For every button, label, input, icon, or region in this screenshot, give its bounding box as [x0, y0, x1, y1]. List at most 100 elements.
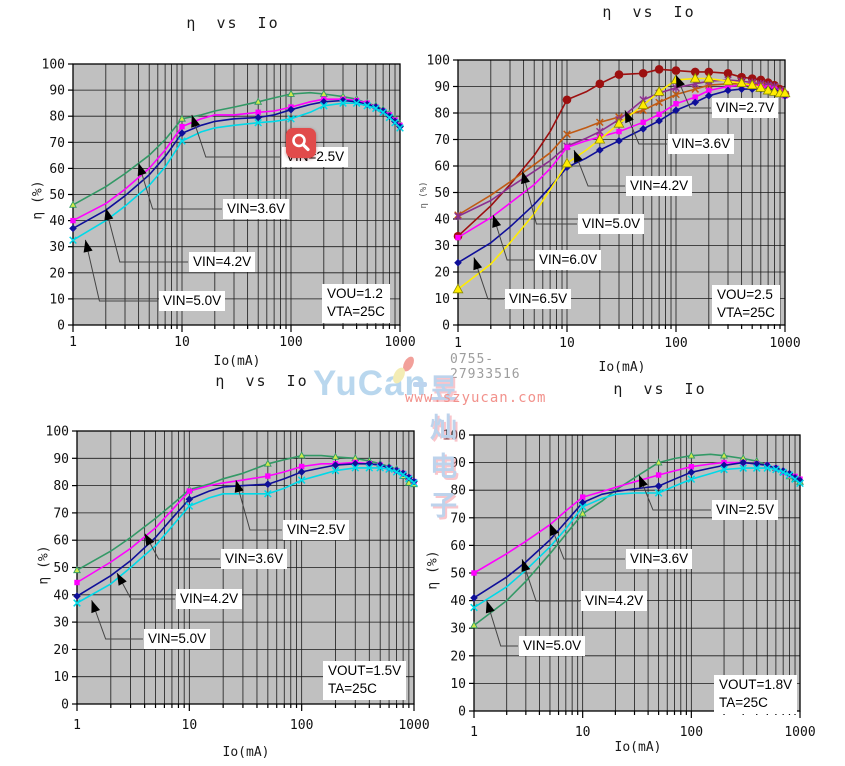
y-tick-label: 40 [450, 594, 466, 609]
y-tick-label: 20 [53, 643, 69, 658]
annotation-arrowhead-icon [234, 480, 244, 493]
x-tick-label: 1000 [784, 725, 815, 740]
annotation-vout18-vin-3.6v: VIN=3.6V [626, 549, 693, 569]
y-tick-label: 70 [434, 133, 450, 148]
y-tick-label: 80 [53, 479, 69, 494]
x-tick-label: 1 [69, 335, 77, 350]
annotation-vou25-vin-4.2v: VIN=4.2V [626, 176, 693, 196]
x-axis-label-vout15: Io(mA) [222, 745, 270, 760]
x-tick-label: 100 [290, 718, 313, 733]
annotation-vout18-vin-4.2v: VIN=4.2V [581, 591, 648, 611]
y-axis-label-vout15: η (%) [36, 545, 52, 585]
annotation-leader [473, 257, 504, 300]
annotation-vou12-vin-5.0v: VIN=5.0V [159, 291, 226, 311]
y-tick-label: 90 [450, 456, 466, 471]
annotation-leader [521, 171, 577, 225]
y-tick-label: 30 [49, 240, 65, 255]
annotation-vou25-vin-6.0v: VIN=6.0V [535, 250, 602, 270]
y-tick-label: 100 [46, 425, 69, 440]
y-tick-label: 10 [53, 670, 69, 685]
annotation-arrowhead-icon [116, 572, 127, 586]
annotation-arrowhead-icon [521, 559, 531, 573]
annotation-arrowhead-icon [191, 114, 200, 128]
y-tick-label: 30 [434, 239, 450, 254]
x-tick-label: 10 [575, 725, 591, 740]
y-tick-label: 70 [49, 136, 65, 151]
axis-ticks [72, 430, 415, 711]
annotation-arrowhead-icon [91, 600, 101, 614]
condition-box-vout18: VOUT=1.8V TA=25C [714, 675, 798, 714]
condition-line: VOU=2.5 [717, 287, 773, 302]
y-tick-label: 100 [443, 429, 466, 444]
annotation-leader [83, 239, 158, 302]
annotation-vout15-vin-4.2v: VIN=4.2V [176, 589, 243, 609]
annotation-leader [521, 559, 580, 602]
chart-title-vout15: η vs Io [215, 372, 309, 390]
y-tick-label: 60 [434, 160, 450, 175]
y-tick-label: 40 [434, 213, 450, 228]
annotation-vou25-vin-5.0v: VIN=5.0V [578, 214, 645, 234]
annotation-arrowhead-icon [574, 150, 583, 163]
annotation-vou12-vin-3.6v: VIN=3.6V [223, 199, 290, 219]
annotation-leader [573, 149, 625, 187]
axis-ticks [68, 63, 401, 332]
annotation-leader [144, 533, 220, 560]
annotation-vout15-vin-5.0v: VIN=5.0V [144, 629, 211, 649]
annotation-leader [104, 207, 188, 263]
y-tick-label: 50 [53, 561, 69, 576]
y-tick-label: 0 [458, 705, 466, 720]
annotation-arrowhead-icon [104, 208, 114, 221]
annotation-arrowhead-icon [137, 163, 147, 177]
y-tick-label: 50 [434, 186, 450, 201]
x-axis-label-vou12: Io(mA) [213, 354, 261, 369]
annotation-leader [137, 163, 222, 210]
x-tick-label: 1 [73, 718, 81, 733]
condition-line: VOUT=1.8V [719, 677, 793, 692]
y-tick-label: 40 [53, 588, 69, 603]
chart-title-vout18: η vs Io [613, 380, 707, 398]
y-tick-label: 20 [450, 649, 466, 664]
x-tick-label: 100 [279, 335, 302, 350]
y-tick-label: 10 [450, 677, 466, 692]
annotation-leader [624, 110, 667, 145]
annotation-arrowhead-icon [549, 523, 559, 537]
y-tick-label: 80 [49, 110, 65, 125]
y-tick-label: 60 [49, 162, 65, 177]
annotation-arrowhead-icon [485, 600, 495, 614]
annotation-arrowhead-icon [83, 239, 93, 253]
y-tick-label: 30 [450, 622, 466, 637]
x-axis-label-vout18: Io(mA) [614, 740, 662, 755]
magnifier-cursor-icon[interactable] [286, 128, 316, 158]
annotation-leader [116, 572, 175, 600]
series-vin-5.0v [73, 464, 418, 607]
annotation-vou25-vin-2.7v: VIN=2.7V [712, 98, 779, 118]
y-tick-label: 60 [450, 539, 466, 554]
chart-title-vou12: η vs Io [186, 14, 280, 32]
annotation-arrowhead-icon [521, 171, 530, 185]
y-tick-label: 60 [53, 534, 69, 549]
annotation-arrowhead-icon [473, 257, 483, 271]
x-tick-label: 1000 [769, 336, 800, 351]
y-tick-label: 30 [53, 616, 69, 631]
annotation-vou25-vin-3.6v: VIN=3.6V [668, 134, 735, 154]
condition-line: TA=25C [719, 695, 768, 710]
condition-line: VTA=25C [327, 304, 385, 319]
annotation-leader [492, 214, 534, 261]
annotation-arrowhead-icon [624, 110, 634, 124]
annotation-leader [91, 600, 143, 640]
y-tick-label: 10 [434, 292, 450, 307]
annotation-vout18-vin-5.0v: VIN=5.0V [519, 636, 586, 656]
condition-box-vou12: VOU=1.2 VTA=25C [322, 284, 390, 323]
annotation-arrowhead-icon [492, 215, 502, 228]
x-tick-label: 1 [470, 725, 478, 740]
x-axis-label-vou25: Io(mA) [598, 360, 646, 375]
x-tick-label: 100 [680, 725, 703, 740]
y-tick-label: 70 [450, 511, 466, 526]
condition-line: VOUT=1.5V [328, 663, 402, 678]
series-vin-5.0v [470, 464, 804, 612]
annotation-vou12-vin-4.2v: VIN=4.2V [189, 252, 256, 272]
